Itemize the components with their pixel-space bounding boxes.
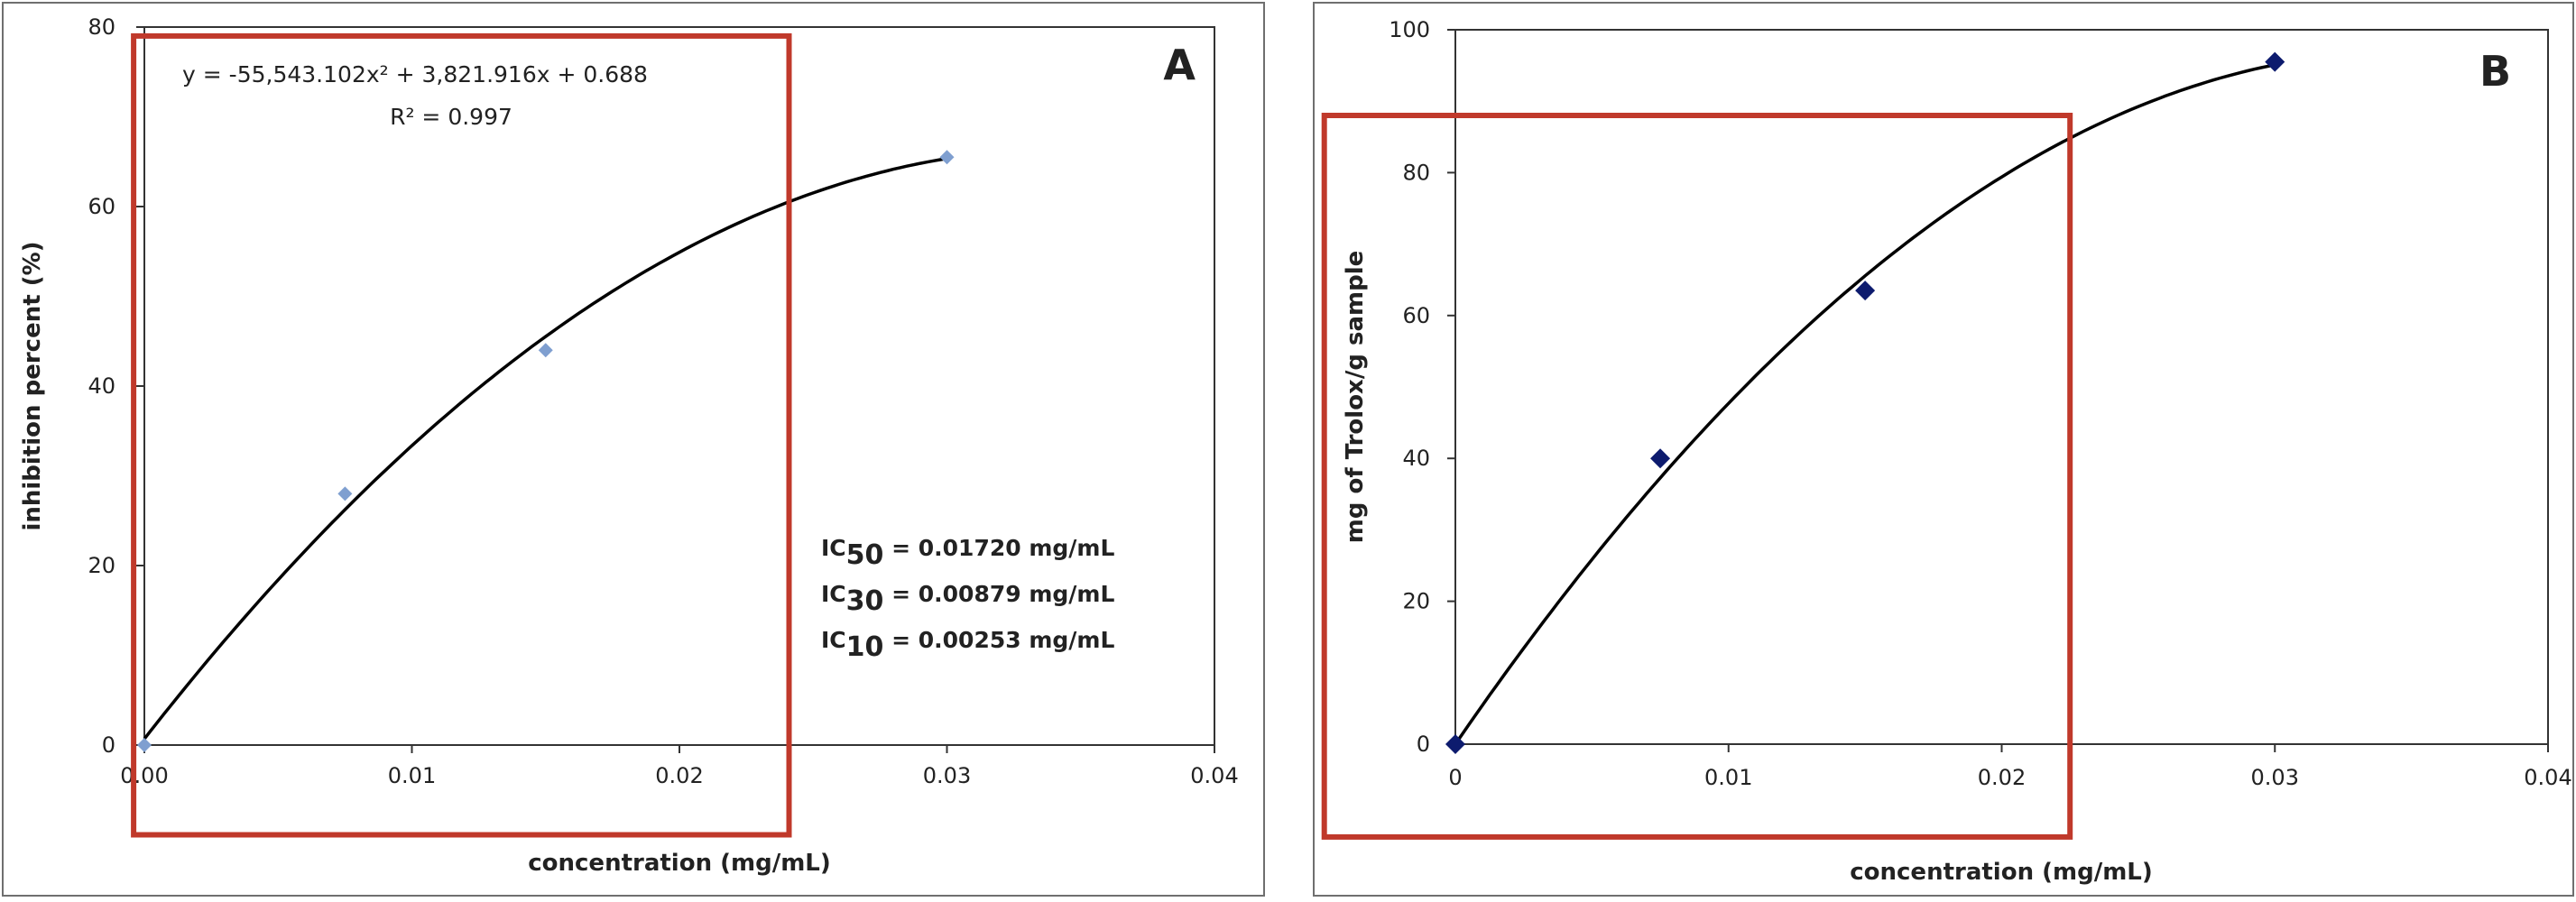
x-tick-label: 0.03	[923, 763, 971, 788]
panel-b-points	[1445, 51, 2285, 754]
panel-a-highlight-box	[131, 32, 792, 838]
panel-b-frame	[1313, 2, 2574, 897]
y-tick-label: 0	[102, 732, 115, 758]
panel-a-x-axis-title: concentration (mg/mL)	[528, 850, 831, 877]
y-tick-label: 60	[1402, 303, 1430, 328]
data-point	[337, 486, 353, 502]
panel-a: 0 20 40 60 80 0.00 0.01 0.02 0.03 0.04 y = -55,5…	[2, 2, 1265, 897]
x-tick-label: 0.03	[2251, 765, 2299, 790]
data-point	[1855, 281, 1876, 301]
x-tick-label: 0.00	[120, 763, 168, 788]
data-point	[2265, 51, 2285, 72]
x-tick-label: 0.01	[388, 763, 436, 788]
panel-b-label: B	[2479, 47, 2511, 96]
data-point	[538, 343, 553, 358]
panel-b-x-ticks: 0 0.01 0.02 0.03 0.04	[1448, 744, 2572, 790]
panel-a-r-squared: R² = 0.997	[390, 104, 512, 130]
ic-annotation: IC10 = 0.00253 mg/mL	[821, 627, 1114, 663]
x-tick-label: 0.02	[1978, 765, 2026, 790]
y-tick-label: 60	[88, 194, 115, 219]
panel-b-y-axis-title: mg of Trolox/g sample	[1342, 251, 1369, 544]
y-tick-label: 0	[1417, 732, 1430, 757]
panel-a-equation: y = -55,543.102x² + 3,821.916x + 0.688	[182, 61, 648, 87]
x-tick-label: 0	[1448, 765, 1462, 790]
panel-a-fit-curve	[143, 156, 947, 741]
panel-a-x-ticks: 0.00 0.01 0.02 0.03 0.04	[120, 745, 1239, 788]
data-point	[1445, 734, 1465, 754]
panel-a-frame	[2, 2, 1265, 897]
x-tick-label: 0.01	[1704, 765, 1752, 790]
y-tick-label: 40	[88, 373, 115, 399]
panel-a-y-ticks: 0 20 40 60 80	[88, 14, 144, 758]
ic-annotation: IC50 = 0.01720 mg/mL	[821, 535, 1114, 571]
y-tick-label: 20	[1402, 589, 1430, 614]
panel-b-x-axis-title: concentration (mg/mL)	[1850, 859, 2153, 886]
y-tick-label: 40	[1402, 446, 1430, 471]
panel-a-y-axis-title: inhibition percent (%)	[19, 241, 46, 530]
y-tick-label: 80	[88, 14, 115, 40]
data-point	[939, 150, 955, 165]
panel-a-ic-annotations: IC50 = 0.01720 mg/mL IC30 = 0.00879 mg/mL…	[821, 535, 1114, 663]
y-tick-label: 80	[1402, 160, 1430, 185]
panel-b-highlight-box	[1321, 113, 2073, 840]
y-tick-label: 100	[1389, 17, 1430, 42]
x-tick-label: 0.02	[655, 763, 703, 788]
panel-b-y-ticks: 0 20 40 60 80 100	[1389, 17, 1455, 757]
panel-b: 0 20 40 60 80 100 0 0.01 0.02 0.03 0.04 B concent…	[1313, 2, 2574, 897]
data-point	[1650, 448, 1671, 469]
ic-annotation: IC30 = 0.00879 mg/mL	[821, 581, 1114, 617]
x-tick-label: 0.04	[2524, 765, 2571, 790]
y-tick-label: 20	[88, 553, 115, 578]
panel-a-label: A	[1163, 41, 1196, 89]
panel-b-fit-curve	[1454, 63, 2276, 745]
panel-a-points	[137, 150, 955, 752]
data-point	[137, 738, 152, 752]
x-tick-label: 0.04	[1190, 763, 1238, 788]
